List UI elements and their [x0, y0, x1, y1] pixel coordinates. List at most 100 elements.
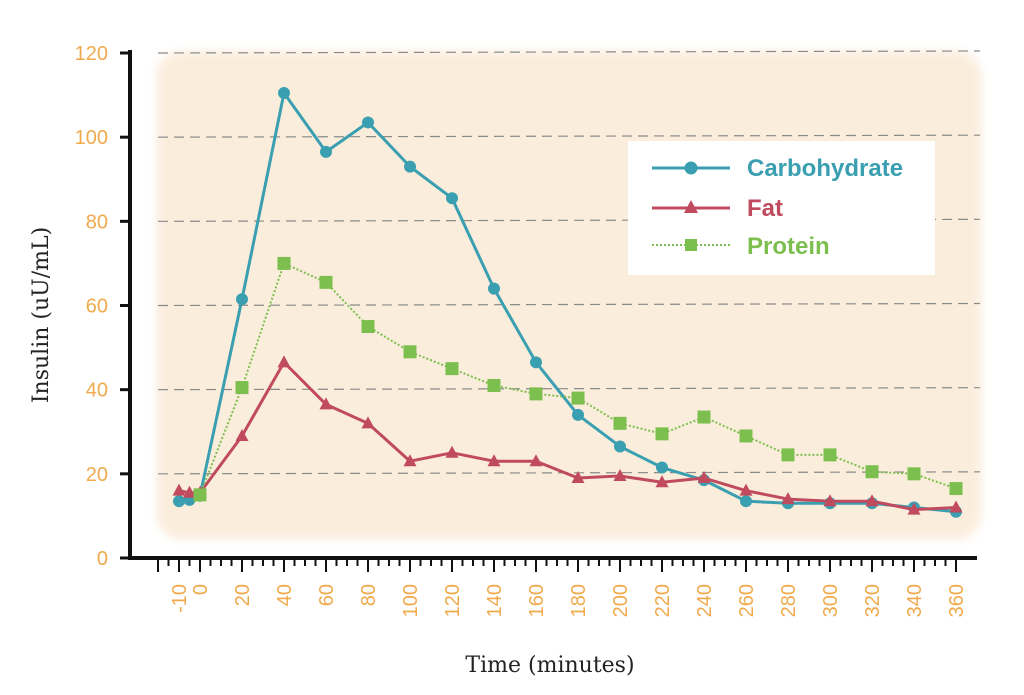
x-tick-label-100: 100 — [400, 584, 422, 617]
point-fat-120 — [445, 445, 459, 458]
point-protein-120 — [445, 362, 459, 376]
gridline-y-80 — [157, 218, 981, 222]
x-axis-title: Time (minutes) — [465, 653, 634, 678]
point-fat-280 — [781, 492, 795, 505]
point-carbohydrate-60 — [320, 145, 332, 158]
point-fat-320 — [865, 494, 879, 507]
x-tick-label-300: 300 — [820, 584, 842, 617]
legend-marker-carbohydrate — [684, 161, 698, 175]
x-tick-label-160: 160 — [526, 584, 548, 617]
point-protein-140 — [487, 378, 501, 392]
x-tick-label-280: 280 — [778, 584, 800, 617]
point-protein-80 — [361, 320, 375, 334]
gridline-y-20 — [157, 471, 981, 475]
y-tick-labels: 0 20 40 60 80 100 120 — [75, 43, 108, 570]
plot-background-inner — [164, 58, 974, 532]
point-protein-220 — [655, 427, 669, 441]
point-fat-180 — [571, 471, 585, 484]
point-protein-360 — [949, 482, 963, 496]
point-protein-160 — [529, 387, 543, 401]
point-fat-20 — [235, 428, 249, 441]
point-protein-200 — [613, 416, 627, 430]
legend-marker-protein — [685, 239, 697, 251]
legend-label-carbohydrate: Carbohydrate — [747, 155, 903, 182]
x-tick-label-60: 60 — [316, 584, 338, 606]
point-carbohydrate-20 — [236, 293, 248, 306]
point-protein-260 — [739, 429, 753, 443]
y-tick-label-40: 40 — [86, 380, 108, 402]
point-carbohydrate--10 — [173, 495, 185, 508]
point-fat-300 — [823, 494, 837, 507]
gridline-y-40 — [157, 387, 981, 391]
x-tick-label-120: 120 — [442, 584, 464, 617]
point-carbohydrate-100 — [404, 160, 416, 173]
point-fat-240 — [697, 471, 711, 484]
gridline-y-120 — [157, 50, 981, 54]
point-fat-340 — [907, 502, 921, 515]
point-carbohydrate-80 — [362, 116, 374, 129]
point-fat--5 — [183, 485, 196, 498]
point-protein-300 — [823, 448, 837, 462]
x-tick-label-80: 80 — [358, 584, 380, 606]
axes — [120, 50, 977, 572]
y-tick-label-80: 80 — [86, 211, 108, 233]
x-tick-label-180: 180 — [568, 584, 590, 617]
point-carbohydrate-160 — [530, 356, 542, 369]
legend-label-protein: Protein — [747, 233, 830, 260]
point-protein-100 — [403, 345, 417, 359]
x-tick-label-320: 320 — [862, 584, 884, 617]
legend-marker-fat — [684, 200, 698, 213]
data-series — [172, 86, 963, 518]
x-tick-label-140: 140 — [484, 584, 506, 617]
gridlines — [157, 50, 981, 475]
x-tick-label-0: 0 — [190, 584, 212, 595]
x-tick-label-200: 200 — [610, 584, 632, 617]
x-tick-labels: -10 0 20 40 60 80 100 120 140 160 180 200 220 240 260 2… — [169, 584, 968, 617]
point-fat--10 — [172, 483, 186, 496]
legend-label-fat: Fat — [747, 195, 783, 222]
x-tick-label-20: 20 — [232, 584, 254, 606]
gridline-y-100 — [157, 134, 981, 138]
point-protein-0 — [193, 488, 207, 502]
x-tick-label-40: 40 — [274, 584, 296, 606]
x-tick-label-260: 260 — [736, 584, 758, 617]
point-protein-180 — [571, 391, 585, 405]
x-tick-label-240: 240 — [694, 584, 716, 617]
point-fat-80 — [361, 416, 375, 429]
point-protein-60 — [319, 275, 333, 289]
point-carbohydrate-260 — [740, 495, 752, 508]
point-carbohydrate-120 — [446, 192, 458, 205]
point-fat-260 — [739, 483, 753, 496]
y-axis-title: Insulin (uU/mL) — [29, 227, 54, 403]
point-protein-40 — [277, 256, 291, 270]
point-fat-40 — [277, 355, 291, 368]
point-fat-360 — [949, 500, 963, 513]
point-carbohydrate-140 — [488, 282, 500, 295]
point-fat-160 — [529, 454, 543, 467]
x-tick-label-340: 340 — [904, 584, 926, 617]
y-tick-label-120: 120 — [75, 43, 108, 65]
x-tick-label--10: -10 — [169, 584, 191, 613]
point-fat-200 — [613, 468, 627, 481]
y-tick-label-20: 20 — [86, 464, 108, 486]
point-fat-60 — [319, 397, 333, 410]
x-tick-label-360: 360 — [946, 584, 968, 617]
point-protein-240 — [697, 410, 711, 424]
point-protein-20 — [235, 381, 249, 395]
point-carbohydrate-180 — [572, 408, 584, 421]
y-tick-label-0: 0 — [97, 548, 108, 570]
x-tick-label-220: 220 — [652, 584, 674, 617]
point-fat-220 — [655, 475, 669, 488]
point-carbohydrate-200 — [614, 440, 626, 453]
legend: Carbohydrate Fat Protein — [628, 141, 935, 275]
point-carbohydrate-40 — [278, 86, 290, 99]
y-tick-label-60: 60 — [86, 296, 108, 318]
y-tick-label-100: 100 — [75, 127, 108, 149]
point-protein-340 — [907, 467, 921, 481]
gridline-y-60 — [157, 302, 981, 307]
point-fat-140 — [487, 454, 501, 467]
point-fat-100 — [403, 454, 417, 467]
point-protein-280 — [781, 448, 795, 462]
point-carbohydrate-220 — [656, 461, 668, 474]
